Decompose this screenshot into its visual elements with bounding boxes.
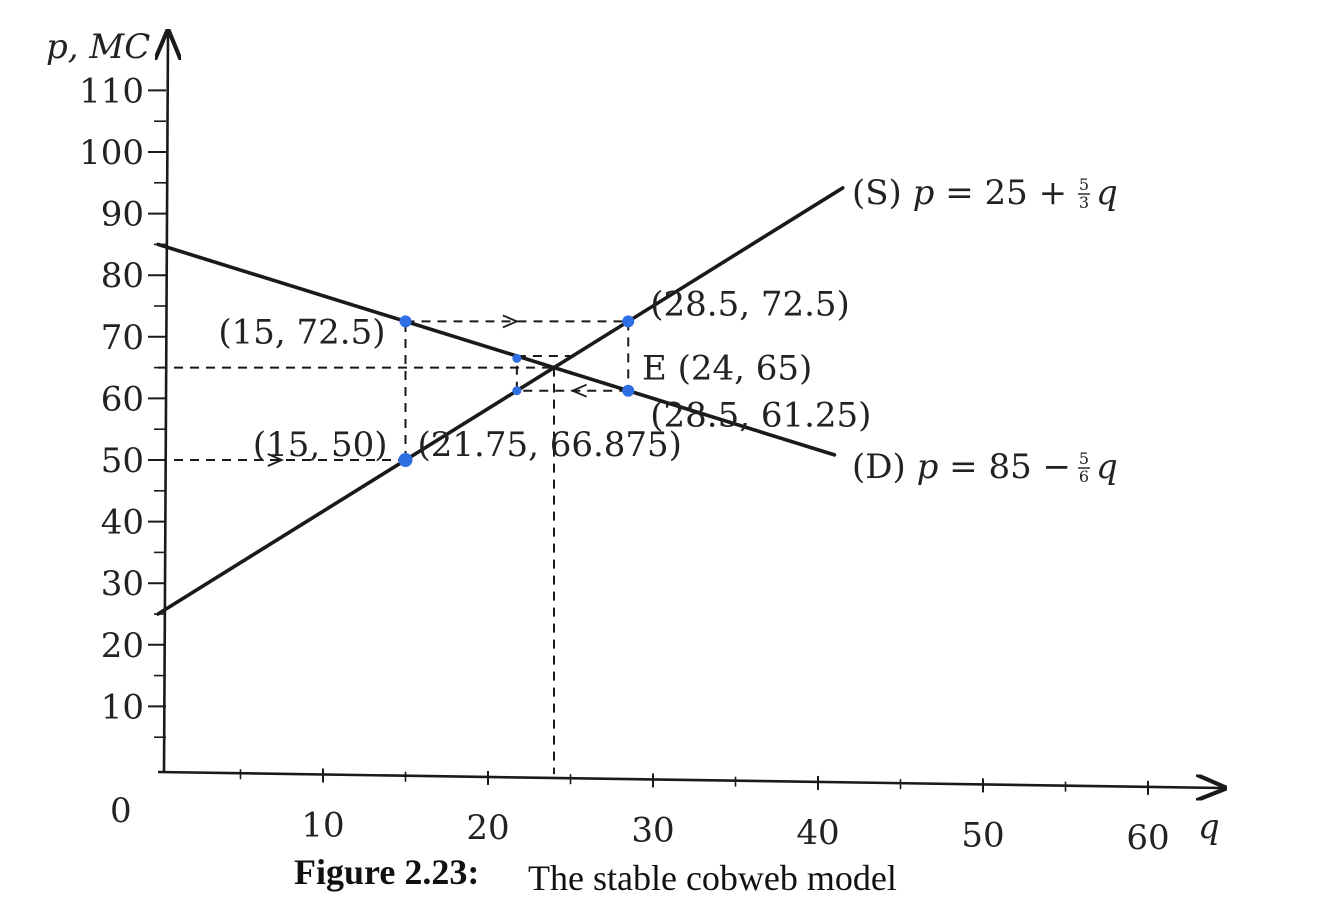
cobweb-h2-arrow	[570, 383, 587, 398]
x-tick-label-30: 30	[631, 810, 674, 850]
equation-variable-q: q	[1096, 173, 1118, 213]
y-axis-ticks: 10 20 30 40 50 60 70 80 90 100 110	[79, 71, 166, 739]
y-axis-title: p, MC	[46, 27, 150, 67]
x-axis-line	[157, 770, 1222, 788]
x-axis-title: q	[1198, 807, 1220, 847]
y-tick-label-110: 110	[79, 71, 144, 111]
cobweb-h1-arrow	[502, 314, 520, 329]
point-label: (21.75, 66.875)	[418, 425, 682, 465]
guide-p50-arrow	[267, 453, 285, 467]
y-tick-label-20: 20	[101, 626, 144, 666]
equation-labels: (S) p = 25 + 53 q(D) p = 85 − 56 q	[852, 173, 1118, 487]
equation-text: (S) p = 25 +	[852, 173, 1067, 213]
supply-line	[156, 186, 845, 616]
demand-line	[156, 242, 837, 457]
y-tick-label-40: 40	[101, 503, 144, 543]
fraction-numerator: 5	[1079, 175, 1089, 194]
point-marker	[398, 453, 413, 467]
figure-caption: Figure 2.23: The stable cobweb model	[294, 852, 897, 898]
x-axis-ticks: 10 20 30 40 50 60	[239, 768, 1170, 858]
point-label: (28.5, 61.25)	[650, 396, 871, 436]
point-marker	[622, 384, 635, 397]
x-tick-label-10: 10	[301, 805, 344, 845]
series-lines	[156, 186, 845, 616]
fraction-denominator: 3	[1079, 193, 1089, 212]
x-tick-label-50: 50	[961, 815, 1004, 855]
point-markers	[398, 315, 635, 467]
y-tick-label-90: 90	[101, 195, 144, 235]
x-tick-label-40: 40	[796, 813, 839, 853]
equation-variable-q: q	[1096, 447, 1118, 487]
supply-equation: (S) p = 25 + 53 q	[852, 173, 1118, 213]
y-tick-label-70: 70	[101, 318, 144, 358]
point-marker	[399, 315, 412, 328]
y-tick-label-100: 100	[79, 133, 144, 173]
y-tick-label-80: 80	[101, 256, 144, 296]
dashed-guides	[158, 314, 630, 775]
y-tick-label-60: 60	[101, 379, 144, 419]
point-label: (15, 50)	[253, 425, 388, 465]
fraction-numerator: 5	[1079, 449, 1089, 468]
point-marker	[622, 315, 635, 328]
x-tick-label-60: 60	[1126, 818, 1169, 858]
point-marker	[512, 386, 522, 396]
fraction-denominator: 6	[1079, 467, 1089, 486]
point-label: E (24, 65)	[642, 349, 812, 389]
y-tick-label-30: 30	[101, 564, 144, 604]
point-marker	[512, 353, 522, 363]
x-tick-label-20: 20	[466, 808, 509, 848]
demand-equation: (D) p = 85 − 56 q	[852, 447, 1118, 487]
equation-text: (D) p = 85 −	[852, 447, 1071, 487]
caption-title: The stable cobweb model	[528, 858, 897, 898]
point-label: (15, 72.5)	[218, 312, 385, 352]
y-tick-label-10: 10	[101, 687, 144, 727]
caption-number: Figure 2.23:	[294, 852, 479, 892]
point-label: (28.5, 72.5)	[650, 284, 850, 324]
y-axis-line	[164, 34, 168, 773]
y-tick-label-50: 50	[101, 441, 144, 481]
point-labels: (15, 72.5) (28.5, 72.5) E (24, 65) (28.5, 6…	[218, 284, 871, 465]
origin-label: 0	[110, 791, 132, 831]
